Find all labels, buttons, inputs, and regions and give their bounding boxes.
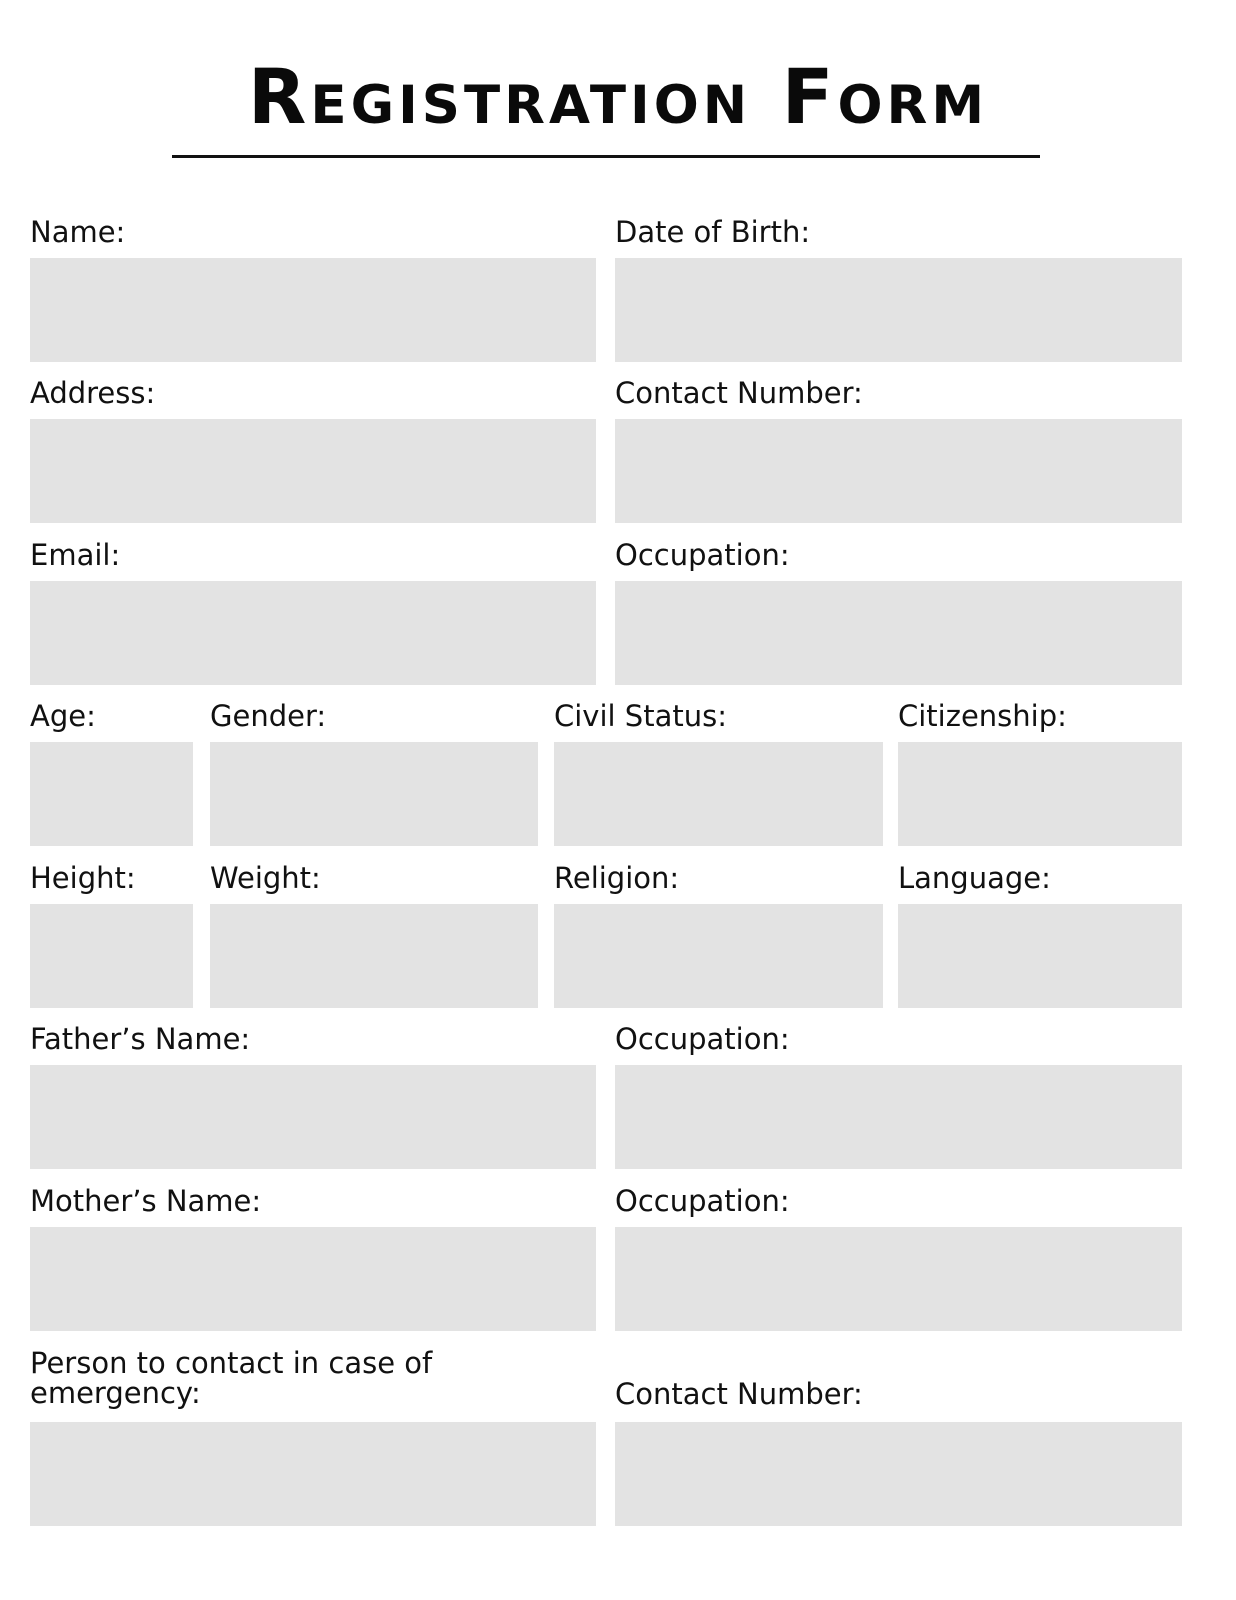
emergency-contact-label-line2: emergency: [30, 1376, 201, 1410]
name-label: Name: [30, 215, 126, 249]
fathers-name-field[interactable] [30, 1065, 596, 1169]
gender-label: Gender: [210, 699, 327, 733]
occupation-field[interactable] [615, 581, 1182, 685]
fathers-name-label: Father’s Name: [30, 1022, 251, 1056]
address-label: Address: [30, 376, 156, 410]
civil-status-field[interactable] [554, 742, 883, 846]
age-label: Age: [30, 699, 96, 733]
mothers-occupation-label: Occupation: [615, 1184, 790, 1218]
form-title: Registration Form [247, 52, 989, 141]
emergency-contact-label-line1: Person to contact in case of [30, 1346, 433, 1380]
civil-status-label: Civil Status: [554, 699, 727, 733]
age-field[interactable] [30, 742, 193, 846]
fathers-occupation-field[interactable] [615, 1065, 1182, 1169]
occupation-label: Occupation: [615, 538, 790, 572]
address-field[interactable] [30, 419, 596, 523]
mothers-name-label: Mother’s Name: [30, 1184, 262, 1218]
language-label: Language: [898, 861, 1051, 895]
height-label: Height: [30, 861, 136, 895]
emergency-contact-number-field[interactable] [615, 1422, 1182, 1526]
gender-field[interactable] [210, 742, 538, 846]
title-underline [172, 155, 1040, 158]
language-field[interactable] [898, 904, 1182, 1008]
contact-number-label: Contact Number: [615, 376, 863, 410]
mothers-name-field[interactable] [30, 1227, 596, 1331]
email-field[interactable] [30, 581, 596, 685]
height-field[interactable] [30, 904, 193, 1008]
weight-field[interactable] [210, 904, 538, 1008]
religion-field[interactable] [554, 904, 883, 1008]
date-of-birth-field[interactable] [615, 258, 1182, 362]
emergency-contact-number-label: Contact Number: [615, 1377, 863, 1411]
contact-number-field[interactable] [615, 419, 1182, 523]
emergency-contact-field[interactable] [30, 1422, 596, 1526]
name-field[interactable] [30, 258, 596, 362]
date-of-birth-label: Date of Birth: [615, 215, 811, 249]
fathers-occupation-label: Occupation: [615, 1022, 790, 1056]
religion-label: Religion: [554, 861, 680, 895]
mothers-occupation-field[interactable] [615, 1227, 1182, 1331]
email-label: Email: [30, 538, 121, 572]
weight-label: Weight: [210, 861, 321, 895]
citizenship-label: Citizenship: [898, 699, 1067, 733]
citizenship-field[interactable] [898, 742, 1182, 846]
